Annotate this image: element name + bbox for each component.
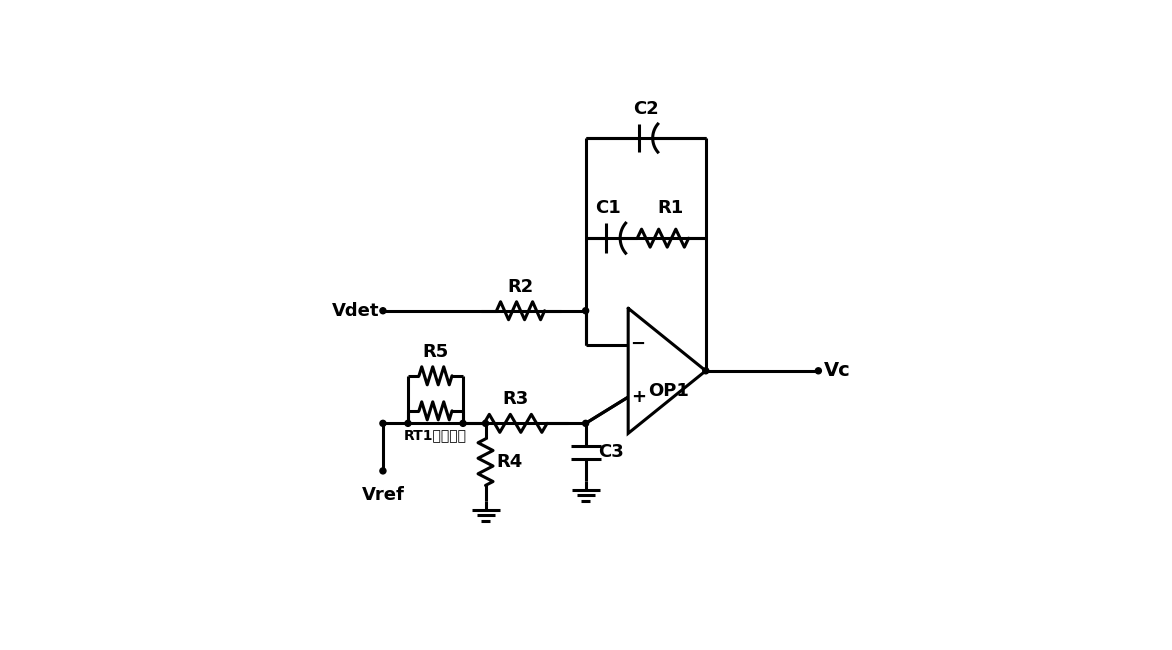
Circle shape: [483, 421, 489, 426]
Text: Vc: Vc: [824, 361, 851, 380]
Circle shape: [816, 368, 822, 374]
Text: −: −: [631, 335, 646, 352]
Text: C1: C1: [595, 199, 621, 217]
Circle shape: [406, 421, 411, 426]
Text: RT1热敏电阻: RT1热敏电阻: [404, 428, 466, 443]
Text: C2: C2: [633, 100, 659, 118]
Text: R5: R5: [422, 343, 449, 361]
Circle shape: [582, 421, 588, 426]
Circle shape: [380, 468, 386, 474]
Circle shape: [582, 307, 588, 314]
Text: +: +: [631, 388, 646, 406]
Circle shape: [380, 307, 386, 314]
Text: Vref: Vref: [361, 486, 404, 504]
Circle shape: [459, 421, 466, 426]
Circle shape: [703, 368, 709, 374]
Text: R3: R3: [503, 391, 529, 408]
Text: Vdet: Vdet: [332, 302, 379, 320]
Text: C3: C3: [598, 443, 624, 461]
Text: OP1: OP1: [648, 382, 689, 400]
Text: R4: R4: [497, 453, 523, 471]
Text: R2: R2: [507, 278, 533, 296]
Circle shape: [380, 421, 386, 426]
Text: R1: R1: [657, 199, 683, 217]
